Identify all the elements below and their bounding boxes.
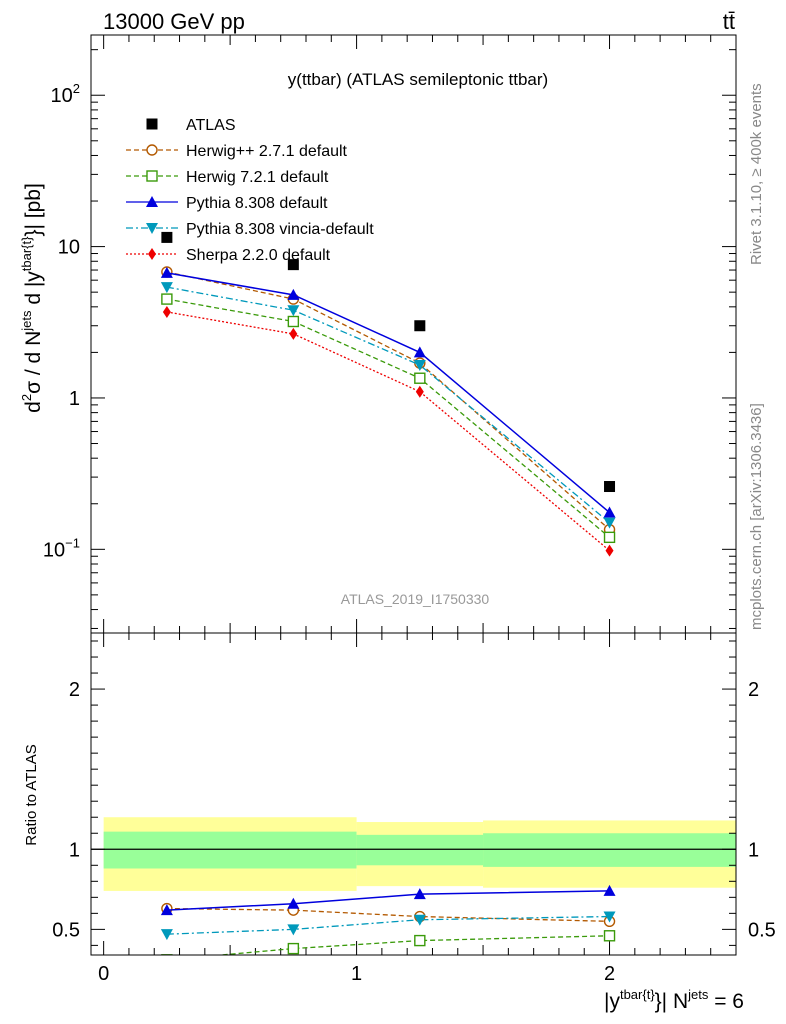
legend-entry-4: Pythia 8.308 vincia-default [186,221,374,238]
ratio-y-tick-label: 1 [69,839,80,861]
x-tick-label: 0 [98,963,109,985]
stat-uncertainty-band-1 [356,834,484,866]
main-point-4-2 [413,360,426,372]
main-point-5-2 [415,385,424,398]
ratio-series-layer [160,884,616,955]
legend-marker-5 [148,248,156,260]
ratio-series-line-1 [213,935,610,955]
main-y-ticks: 10−1 1 10 102 [43,35,737,633]
main-point-3-3 [603,506,616,518]
ratio-y-tick-label-right: 2 [748,679,759,701]
ratio-y-tick-label: 2 [69,679,80,701]
ratio-point-3-2 [413,914,426,926]
main-point-0-2 [414,320,426,332]
ratio-ticks: 0.5 0.5 1 1 2 2 0 1 2 [52,633,776,985]
main-y-tick-label: 102 [51,81,80,107]
legend-marker-2 [146,170,158,182]
legend: ATLAS Herwig++ 2.7.1 default Herwig 7.2.1 … [126,117,374,264]
legend-entry-5: Sherpa 2.2.0 default [186,247,331,264]
main-panel: 10−1 1 10 102 y(ttbar) (ATLAS semileptonic … [19,34,737,634]
mcplots-label: mcplots.cern.ch [arXiv:1306.3436] [748,403,765,630]
ratio-series-line-2 [166,890,610,911]
x-tick-label: 1 [351,963,362,985]
ratio-point-1-0 [161,954,173,955]
main-series-line-2 [166,298,610,538]
legend-entry-2: Herwig 7.2.1 default [186,169,329,186]
main-plot-title: y(ttbar) (ATLAS semileptonic ttbar) [288,70,548,89]
ratio-point-2-0 [160,904,173,916]
main-point-0-1 [287,259,299,271]
collision-energy-label: 13000 GeV pp [103,9,245,34]
ratio-uncertainty-bands [91,817,736,891]
ratio-point-1-3 [603,930,616,942]
ratio-point-2-3 [603,884,616,896]
ratio-y-tick-label-right: 1 [748,839,759,861]
main-point-5-1 [289,327,298,340]
ratio-y-axis-label: Ratio to ATLAS [23,744,40,845]
ratio-y-tick-label: 0.5 [52,919,80,941]
main-point-5-3 [605,544,614,557]
main-point-0-0 [161,231,173,243]
ratio-series-line-3 [166,915,610,935]
legend-marker-4 [146,223,158,234]
main-point-0-3 [604,481,616,493]
main-point-4-3 [603,517,616,529]
main-series-line-1 [166,271,610,531]
ratio-point-2-2 [413,888,426,900]
main-series-line-5 [166,311,610,552]
legend-entry-0: ATLAS [186,117,236,134]
ratio-panel: 0.5 0.5 1 1 2 2 0 1 2 Ratio to ATLAS |ytbar{t}}|… [23,632,776,1013]
main-point-3-2 [413,346,426,358]
main-point-5-0 [162,305,171,318]
analysis-watermark: ATLAS_2019_I1750330 [341,591,490,607]
main-series-line-4 [166,286,610,524]
main-point-2-2 [414,372,426,384]
main-series-line-3 [166,272,611,514]
main-point-2-0 [161,293,173,305]
ratio-point-1-2 [414,934,426,947]
main-y-tick-label: 10 [58,237,80,259]
process-label: tt̄ [723,9,735,34]
ratio-series-line-0 [166,907,610,923]
ratio-point-3-0 [160,929,173,941]
main-point-2-1 [287,315,300,328]
stat-uncertainty-band-0 [103,831,357,869]
main-point-2-3 [603,531,616,544]
x-axis-label: |ytbar{t}}| Njets = 6 [604,987,744,1013]
legend-entry-1: Herwig++ 2.7.1 default [186,143,348,160]
legend-marker-1 [146,144,158,156]
main-y-tick-label: 10−1 [43,535,80,561]
rivet-version-label: Rivet 3.1.10, ≥ 400k events [748,83,765,265]
ratio-point-3-3 [603,911,616,923]
ratio-point-3-1 [287,924,300,936]
legend-marker-0 [146,118,158,130]
stat-uncertainty-band-2 [483,833,736,867]
main-series-layer [160,231,616,557]
ratio-point-1-1 [287,942,300,955]
ratio-point-2-1 [287,897,300,909]
ratio-y-tick-label-right: 0.5 [748,919,776,941]
main-point-4-1 [287,305,300,317]
main-point-3-1 [287,288,300,300]
main-y-tick-label: 1 [69,388,80,410]
legend-entry-3: Pythia 8.308 default [186,195,328,212]
legend-marker-3 [146,196,158,207]
main-y-axis-label: d2σ / d Njets d |ytbar{t}}| [pb] [19,183,45,413]
main-point-4-0 [160,282,173,294]
ratio-plot-frame [90,632,737,956]
x-tick-label: 2 [604,963,615,985]
main-point-3-0 [160,266,173,278]
